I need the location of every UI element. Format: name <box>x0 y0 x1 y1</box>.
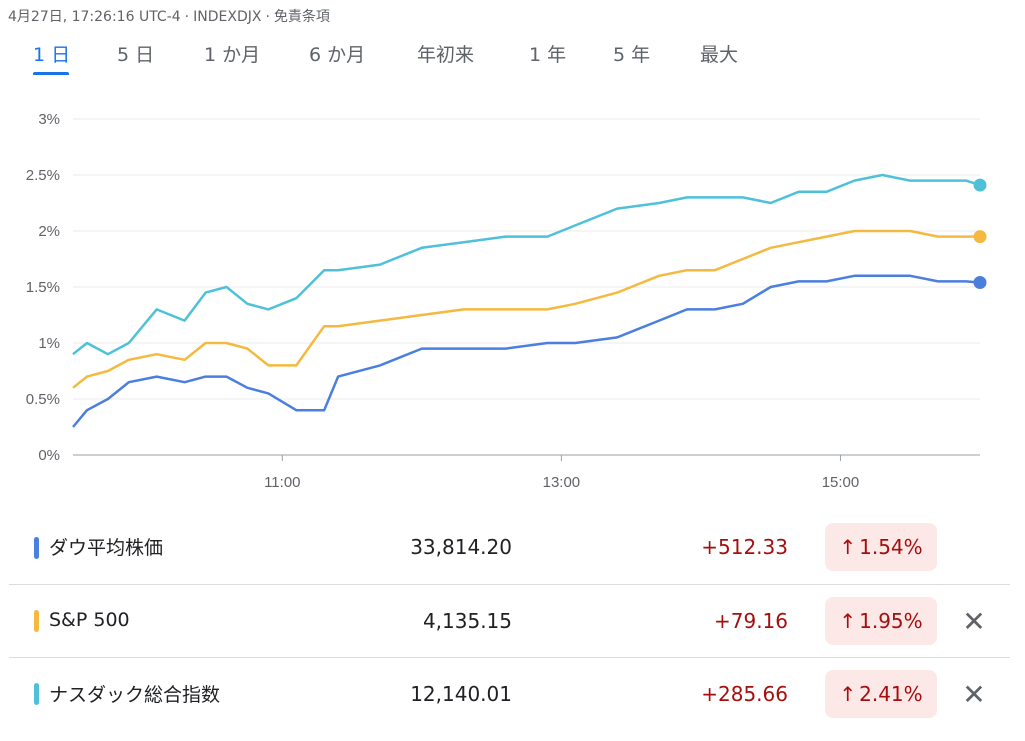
up-arrow-icon: ↑ <box>839 535 857 559</box>
index-price: 4,135.15 <box>422 609 512 633</box>
series-color-swatch <box>34 610 39 632</box>
tab-5-years[interactable]: 5 年 <box>613 44 651 66</box>
up-arrow-icon: ↑ <box>839 682 857 706</box>
series-color-swatch <box>34 537 39 559</box>
percent-change: 1.54% <box>859 535 923 559</box>
chart-header: 4月27日, 17:26:16 UTC-4 · INDEXDJX · 免責条項 <box>8 6 330 26</box>
index-name: S&P 500 <box>49 609 130 631</box>
percent-change-badge: ↑ 2.41% <box>825 670 937 718</box>
index-name: ダウ平均株価 <box>49 537 164 559</box>
remove-comparison-close-icon[interactable]: ✕ <box>962 604 986 638</box>
y-tick-label: 0.5% <box>26 391 60 408</box>
tab-1-month[interactable]: 1 か月 <box>204 44 261 66</box>
tab-max[interactable]: 最大 <box>700 44 739 66</box>
index-price: 33,814.20 <box>410 535 512 559</box>
y-tick-label: 1.5% <box>26 279 60 296</box>
series-color-swatch <box>34 683 39 705</box>
percent-change: 1.95% <box>859 609 923 633</box>
index-change: +512.33 <box>701 535 788 559</box>
percent-change-badge: ↑ 1.95% <box>825 597 937 645</box>
disclaimer-link[interactable]: 免責条項 <box>273 9 330 25</box>
series-end-point-dow <box>973 276 987 290</box>
separator: · <box>265 9 270 25</box>
up-arrow-icon: ↑ <box>839 609 857 633</box>
x-tick-label: 11:00 <box>264 474 300 491</box>
series-line-sp500 <box>72 229 980 389</box>
tab-1-year[interactable]: 1 年 <box>529 44 567 66</box>
percent-change-badge: ↑ 1.54% <box>825 523 937 571</box>
timestamp: 4月27日, 17:26:16 UTC-4 <box>8 9 181 25</box>
percent-change: 2.41% <box>859 682 923 706</box>
series-line-dow <box>72 274 981 428</box>
tab-6-months[interactable]: 6 か月 <box>309 44 366 66</box>
y-tick-label: 0% <box>38 447 60 464</box>
remove-comparison-close-icon[interactable]: ✕ <box>962 677 986 711</box>
index-symbol: INDEXDJX <box>193 9 262 25</box>
index-change: +79.16 <box>713 609 788 633</box>
range-tabs: 1 日 5 日 1 か月 6 か月 年初来 1 年 5 年 最大 <box>0 40 1025 80</box>
series-line-nasdaq <box>72 173 981 356</box>
legend-row-sp500: S&P 500 4,135.15 +79.16 ↑ 1.95% ✕ <box>9 584 1010 658</box>
active-tab-indicator <box>33 72 69 75</box>
series-end-point-nasdaq <box>973 178 987 192</box>
index-name: ナスダック総合指数 <box>49 684 221 706</box>
tab-ytd[interactable]: 年初来 <box>417 44 475 66</box>
series-end-point-sp500 <box>973 230 987 244</box>
tab-1-day[interactable]: 1 日 <box>33 44 71 66</box>
legend-row-nasdaq: ナスダック総合指数 12,140.01 +285.66 ↑ 2.41% ✕ <box>9 657 1010 731</box>
index-change: +285.66 <box>701 682 788 706</box>
legend-row-dow: ダウ平均株価 33,814.20 +512.33 ↑ 1.54% <box>9 510 1010 583</box>
y-tick-label: 3% <box>38 111 60 128</box>
x-tick-label: 15:00 <box>822 474 860 491</box>
comparison-line-chart: 0% 0.5% 1% 1.5% 2% 2.5% 3% 11:00 13:00 15:00 <box>26 111 987 491</box>
y-tick-label: 2.5% <box>26 167 60 184</box>
tab-5-days[interactable]: 5 日 <box>117 44 155 66</box>
separator: · <box>184 9 190 25</box>
y-tick-label: 2% <box>38 223 60 240</box>
x-tick-label: 13:00 <box>543 474 581 491</box>
y-tick-label: 1% <box>38 335 60 352</box>
index-price: 12,140.01 <box>410 682 512 706</box>
